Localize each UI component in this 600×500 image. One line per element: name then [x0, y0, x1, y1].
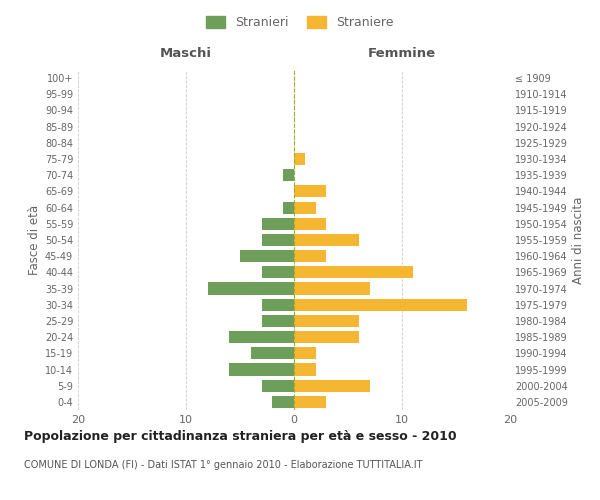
Y-axis label: Fasce di età: Fasce di età	[28, 205, 41, 275]
Bar	[229, 331, 294, 343]
Bar	[294, 315, 359, 327]
Y-axis label: Anni di nascita: Anni di nascita	[572, 196, 585, 284]
Bar	[251, 348, 294, 360]
Bar	[294, 153, 305, 165]
Bar	[294, 202, 316, 213]
Bar	[294, 364, 316, 376]
Bar	[262, 298, 294, 311]
Legend: Stranieri, Straniere: Stranieri, Straniere	[202, 11, 398, 34]
Bar	[294, 298, 467, 311]
Bar	[283, 202, 294, 213]
Bar	[294, 218, 326, 230]
Bar	[294, 396, 326, 408]
Bar	[294, 348, 316, 360]
Bar	[262, 266, 294, 278]
Bar	[294, 331, 359, 343]
Bar	[262, 380, 294, 392]
Text: Popolazione per cittadinanza straniera per età e sesso - 2010: Popolazione per cittadinanza straniera p…	[24, 430, 457, 443]
Bar	[294, 250, 326, 262]
Bar	[262, 234, 294, 246]
Bar	[294, 380, 370, 392]
Bar	[294, 234, 359, 246]
Bar	[262, 218, 294, 230]
Text: COMUNE DI LONDA (FI) - Dati ISTAT 1° gennaio 2010 - Elaborazione TUTTITALIA.IT: COMUNE DI LONDA (FI) - Dati ISTAT 1° gen…	[24, 460, 422, 470]
Text: Femmine: Femmine	[368, 47, 436, 60]
Bar	[272, 396, 294, 408]
Bar	[240, 250, 294, 262]
Bar	[294, 186, 326, 198]
Bar	[208, 282, 294, 294]
Bar	[229, 364, 294, 376]
Text: Maschi: Maschi	[160, 47, 212, 60]
Bar	[283, 169, 294, 181]
Bar	[294, 266, 413, 278]
Bar	[294, 282, 370, 294]
Bar	[262, 315, 294, 327]
